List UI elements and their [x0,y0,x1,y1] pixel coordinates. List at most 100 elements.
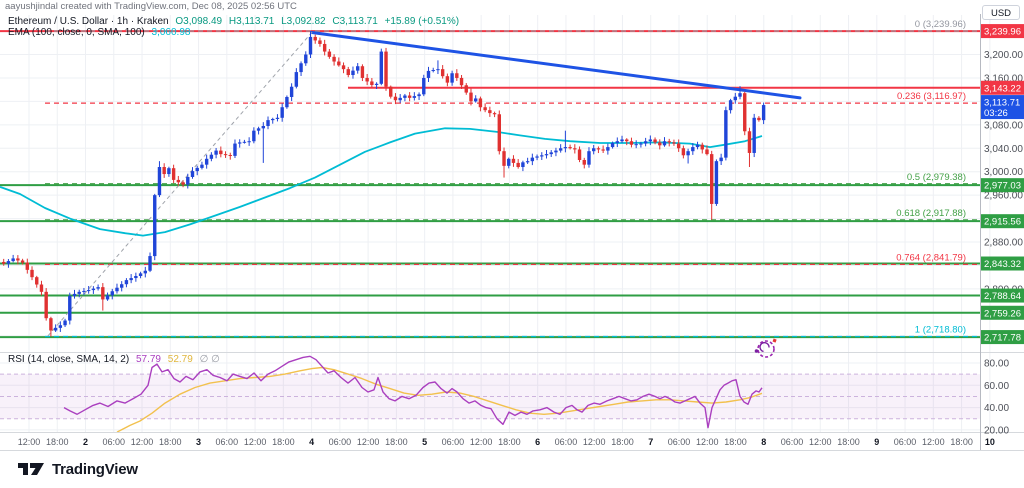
candle [129,278,133,281]
ohlc-low: L3,092.82 [281,16,326,27]
candle [360,66,365,78]
rsi-sma-line [116,366,763,433]
time-label: 3 [196,437,201,447]
candle [20,260,25,263]
price-level-value: 2,788.64 [984,291,1021,302]
candle [592,148,596,152]
change-value: +15.89 (+0.51%) [384,16,460,27]
time-label: 6 [535,437,540,447]
candle [162,167,166,175]
candle [724,110,728,158]
candle [710,154,714,204]
time-label: 12:00 [244,437,267,447]
candle [615,141,619,143]
rsi-null-values: ∅ ∅ [199,354,220,365]
candle [606,147,610,151]
candle [91,288,96,291]
candle [573,148,577,150]
candle [757,117,761,121]
trend-line-descending-resistance[interactable] [310,31,802,100]
candle [167,168,171,175]
candle [365,77,369,82]
candle [563,147,568,149]
price-level-value: 2,915.56 [984,217,1021,228]
candle [115,287,119,292]
ema-label[interactable]: EMA (100, close, 0, SMA, 100) [8,27,145,38]
rsi-smoothing-value: 52.79 [167,354,193,365]
candle [407,95,412,98]
candle [426,70,431,78]
candle [474,98,478,102]
candle [530,157,535,162]
candle [68,295,72,321]
candle [549,152,553,155]
last-price-label [981,95,1024,120]
rsi-tick-label: 60.00 [984,381,1009,392]
candle [492,113,497,115]
time-label: 5 [422,437,427,447]
price-tick-label: 2,960.00 [984,191,1023,202]
symbol-title[interactable]: Ethereum / U.S. Dollar · 1h · Kraken [8,16,169,27]
time-label: 06:00 [442,437,465,447]
time-label: 06:00 [216,437,239,447]
rsi-label[interactable]: RSI (14, close, SMA, 14, 2) [8,354,130,365]
candle [653,139,657,143]
price-axis[interactable]: 3,200.00 3,160.00 3,080.00 3,040.00 3,000.00… [981,24,1024,436]
candle [384,51,388,87]
time-axis[interactable]: 12:00 18:00 2 06:00 12:00 18:00 3 06:00 12:00 18:… [18,15,995,447]
time-label: 18:00 [950,437,973,447]
price-level-label [981,330,1024,345]
candle [601,149,605,151]
candle [582,159,586,165]
candle [743,93,747,132]
price-level-value: 2,977.03 [984,181,1021,192]
currency-button[interactable]: USD [982,5,1020,20]
tradingview-logo-icon[interactable] [18,459,45,479]
candle [327,51,332,57]
candle [82,290,86,292]
candle [544,154,549,156]
price-level-label [981,214,1024,229]
candle [667,141,671,143]
candle [44,291,48,319]
chart-sticker-icon[interactable] [753,335,779,361]
price-level-value: 3,143.22 [984,83,1021,94]
time-label: 8 [761,437,766,447]
candle [502,151,506,166]
rsi-tick-label: 40.00 [984,403,1009,414]
candle [228,154,232,156]
price-level-value: 3,239.96 [984,27,1021,38]
candle [2,261,6,264]
candle [676,143,681,149]
candle [639,143,643,145]
candle [691,147,695,152]
time-label: 10 [985,437,995,447]
candle [157,167,162,196]
time-label: 06:00 [555,437,578,447]
ema-legend: EMA (100, close, 0, SMA, 100) 3,060.98 [8,27,190,38]
last-price-value: 3,113.71 [984,98,1020,109]
price-level-value: 2,717.78 [984,333,1021,344]
candle [747,131,752,153]
candle [72,293,77,296]
candle [96,287,100,289]
price-level-label [981,256,1024,271]
price-level-label [981,288,1024,303]
candle [535,156,539,158]
candle [30,269,34,278]
candle [469,92,473,102]
candle [761,105,766,121]
rsi-panel [0,362,980,431]
fib-label: 1 (2,718.80) [915,324,966,335]
candlestick-series [2,31,766,337]
time-label: 2 [83,437,88,447]
candle [285,96,289,108]
time-label: 12:00 [583,437,606,447]
time-label: 18:00 [724,437,747,447]
candle [337,61,341,66]
brand-name[interactable]: TradingView [52,460,138,478]
price-level-label [981,305,1024,320]
candle [138,273,143,277]
candle [705,149,709,155]
candle [436,69,440,71]
